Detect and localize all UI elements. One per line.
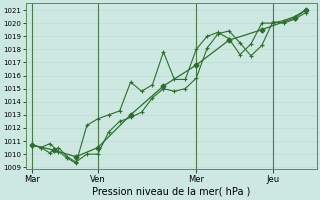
X-axis label: Pression niveau de la mer( hPa ): Pression niveau de la mer( hPa ) xyxy=(92,187,250,197)
